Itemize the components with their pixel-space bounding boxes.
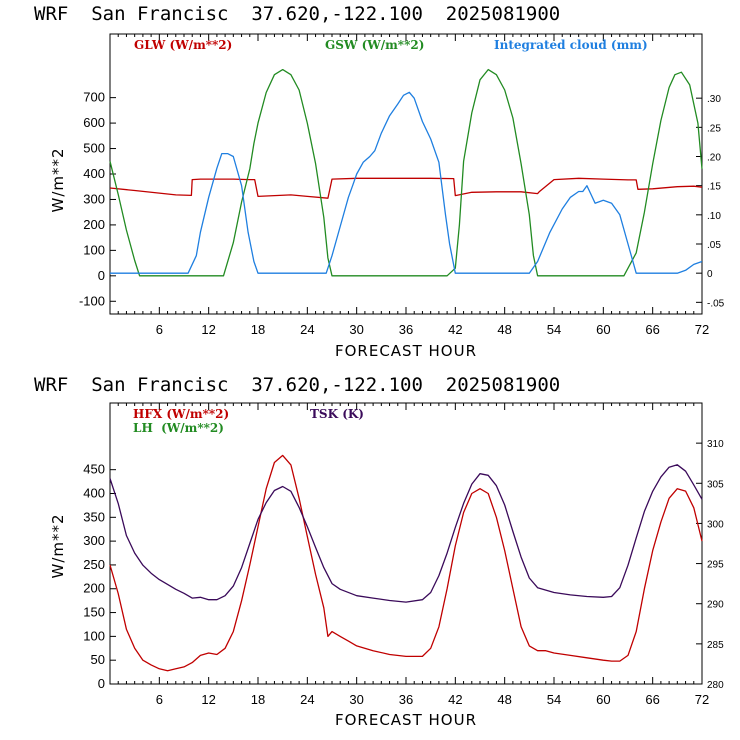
y2-tick-label: .10	[707, 211, 721, 222]
legend-glw: GLW (W/m**2)	[134, 38, 232, 52]
x-tick-label: 72	[695, 692, 709, 707]
y2-tick-label: .15	[707, 182, 721, 193]
x-tick-label: 66	[645, 692, 659, 707]
y-tick-label: 600	[83, 115, 105, 130]
panel2-y-axis-label: W/m**2	[49, 513, 67, 578]
x-tick-label: 66	[645, 322, 659, 337]
y-tick-label: 0	[98, 676, 105, 691]
y-tick-label: 0	[98, 268, 105, 283]
surface-flux-panel: WRF San Francisc 37.620,-122.100 2025081…	[34, 374, 724, 729]
legend-hfx: HFX (W/m**2)	[133, 407, 229, 421]
y2-tick-label: 280	[707, 680, 724, 691]
x-tick-label: 12	[201, 692, 215, 707]
x-tick-label: 36	[399, 322, 413, 337]
panel1-title: WRF San Francisc 37.620,-122.100 2025081…	[34, 3, 560, 25]
x-tick-label: 54	[547, 322, 561, 337]
x-tick-label: 18	[251, 322, 265, 337]
y2-tick-label: 290	[707, 600, 724, 611]
y-tick-label: 350	[83, 509, 105, 524]
series-line-hfx	[109, 454, 703, 672]
y-tick-label: 100	[83, 628, 105, 643]
y2-tick-label: 0	[707, 269, 713, 280]
series-line-glw	[109, 177, 703, 199]
x-tick-label: 6	[156, 692, 163, 707]
x-tick-label: 48	[497, 692, 511, 707]
y-tick-label: 200	[83, 581, 105, 596]
x-tick-label: 42	[448, 322, 462, 337]
x-tick-label: 60	[596, 322, 610, 337]
x-tick-label: 24	[300, 322, 314, 337]
series-line-gsw	[109, 68, 703, 277]
panel1-plot-frame	[109, 33, 703, 315]
panel2-plot-frame	[109, 402, 703, 685]
x-tick-label: 24	[300, 692, 314, 707]
panel2-x-axis-label: FORECAST HOUR	[335, 711, 477, 729]
x-tick-label: 6	[156, 322, 163, 337]
y-tick-label: 450	[83, 462, 105, 477]
x-tick-label: 60	[596, 692, 610, 707]
y2-tick-label: -.05	[707, 298, 725, 309]
legend-tsk: TSK (K)	[310, 407, 364, 421]
y2-tick-label: 285	[707, 640, 724, 651]
legend-cloud: Integrated cloud (mm)	[494, 38, 648, 52]
y-tick-label: 500	[83, 141, 105, 156]
y2-tick-label: 300	[707, 519, 724, 530]
legend-lh: LH (W/m**2)	[133, 421, 224, 435]
x-tick-label: 42	[448, 692, 462, 707]
y2-tick-label: 305	[707, 479, 724, 490]
y-tick-label: 150	[83, 605, 105, 620]
y-tick-label: 300	[83, 191, 105, 206]
x-tick-label: 12	[201, 322, 215, 337]
y-tick-label: 50	[91, 652, 105, 667]
y-tick-label: -100	[79, 293, 105, 308]
x-tick-label: 54	[547, 692, 561, 707]
radiation-cloud-panel: WRF San Francisc 37.620,-122.100 2025081…	[34, 3, 725, 360]
y-tick-label: 400	[83, 485, 105, 500]
series-line-tsk	[109, 464, 703, 603]
y2-tick-label: .25	[707, 123, 721, 134]
y-tick-label: 200	[83, 217, 105, 232]
x-tick-label: 30	[349, 692, 363, 707]
x-tick-label: 30	[349, 322, 363, 337]
panel1-y-axis-label: W/m**2	[49, 147, 67, 212]
y2-tick-label: .05	[707, 240, 721, 251]
legend-gsw: GSW (W/m**2)	[325, 38, 424, 52]
x-tick-label: 18	[251, 692, 265, 707]
series-line-integrated	[110, 91, 703, 274]
x-tick-label: 48	[497, 322, 511, 337]
y2-tick-label: .30	[707, 94, 721, 105]
y-tick-label: 250	[83, 557, 105, 572]
panel1-x-axis-label: FORECAST HOUR	[335, 342, 477, 360]
x-tick-label: 72	[695, 322, 709, 337]
y2-tick-label: .20	[707, 153, 721, 164]
x-tick-label: 36	[399, 692, 413, 707]
y2-tick-label: 295	[707, 560, 724, 571]
y-tick-label: 400	[83, 166, 105, 181]
y2-tick-label: 310	[707, 439, 724, 450]
y-tick-label: 700	[83, 90, 105, 105]
y-tick-label: 100	[83, 242, 105, 257]
y-tick-label: 300	[83, 533, 105, 548]
panel2-title: WRF San Francisc 37.620,-122.100 2025081…	[34, 374, 560, 396]
